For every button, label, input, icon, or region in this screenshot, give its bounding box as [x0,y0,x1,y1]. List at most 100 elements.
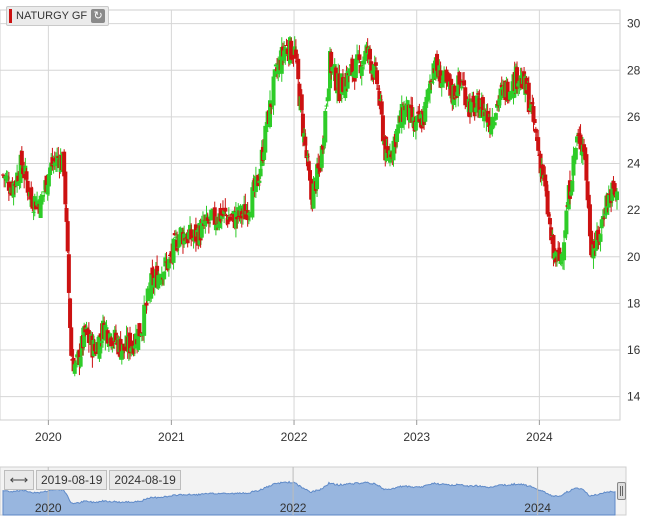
candle-body [132,345,137,349]
candle-body [599,219,604,229]
candle-body [470,98,475,107]
candle-body [23,165,28,174]
candle-body [413,122,418,131]
candle-body [362,61,367,65]
candle-body [12,184,17,186]
candle-body [189,229,194,240]
candle-body [615,191,619,201]
candle-body [533,128,538,133]
candle-body [291,53,296,59]
candle-body [424,96,429,104]
candle-body [549,227,554,241]
x-tick-label: 2023 [403,430,430,444]
range-arrows-icon[interactable]: ⟷ [4,470,34,490]
candle-body [407,104,412,123]
candle-body [573,147,578,160]
candle-body [370,70,375,74]
candle-body [347,68,352,76]
y-tick-label: 26 [627,110,641,124]
candle-body [128,332,133,354]
candle-body [583,147,588,159]
navigator-handle[interactable] [617,482,626,500]
candle-body [456,75,461,97]
candle-body [75,354,80,358]
candle-body [293,49,298,59]
candle-body [40,194,45,197]
candle-body [375,70,380,85]
candle-body [253,176,258,192]
candle-body [39,195,44,201]
candle-body [498,88,503,100]
candle-body [376,88,381,90]
candle-body [205,217,210,222]
candle-body [363,50,368,62]
candle-body [333,67,338,91]
candle-body [435,53,440,71]
candle-body [585,181,590,201]
candle-body [55,155,60,164]
y-tick-label: 22 [627,203,641,217]
range-from-input[interactable]: 2019-08-19 [36,470,108,490]
candle-body [311,183,316,209]
candle-body [389,154,394,158]
candle-body [584,154,589,181]
candle-body [238,205,243,216]
candle-body [462,80,467,86]
candle-body [439,83,444,88]
candle-body [179,229,184,234]
candle-body [257,180,262,183]
candle-body [553,258,558,263]
candle-body [320,144,325,150]
candle-body [222,210,227,214]
candle-body [343,78,348,99]
candle-body [507,91,512,100]
candle-body [235,217,240,220]
candle-body [459,86,464,89]
candle-body [16,175,21,182]
candle-body [555,250,560,257]
candle-body [415,116,420,124]
candle-body [250,187,255,218]
candle-body [540,164,545,179]
candle-body [489,125,494,135]
candle-body [353,58,358,79]
candle-body [5,176,10,180]
candle-body [515,67,520,90]
candle-body [11,182,16,198]
series-label: NATURGY GF [16,10,88,22]
candle-body [29,187,34,200]
candle-body [175,240,180,251]
candle-body [210,213,215,216]
candle-body [423,101,428,122]
candle-body [284,45,289,47]
refresh-icon[interactable]: ↻ [91,9,106,23]
candle-body [142,304,147,336]
candle-body [378,99,383,101]
candle-body [391,140,396,161]
candle-body [166,259,171,269]
candle-body [271,76,276,106]
series-legend[interactable]: NATURGY GF ↻ [6,6,110,26]
candle-body [326,88,331,101]
candle-body [297,83,302,107]
candle-body [350,58,355,76]
x-tick-label: 2022 [281,430,308,444]
candle-body [304,150,309,159]
candle-body [303,136,308,146]
candle-body [319,145,324,168]
candle-body [529,104,534,111]
range-to-input[interactable]: 2024-08-19 [109,470,181,490]
candle-body [283,47,288,57]
candle-body [323,111,328,143]
candle-body [103,324,108,341]
candle-body [577,132,582,136]
candle-body [119,351,124,360]
candle-body [610,182,615,201]
candle-body [379,101,384,115]
candle-body [309,179,314,200]
candle-body [357,54,362,60]
candle-body [471,95,476,103]
candle-body [229,218,234,220]
candle-body [337,73,342,102]
